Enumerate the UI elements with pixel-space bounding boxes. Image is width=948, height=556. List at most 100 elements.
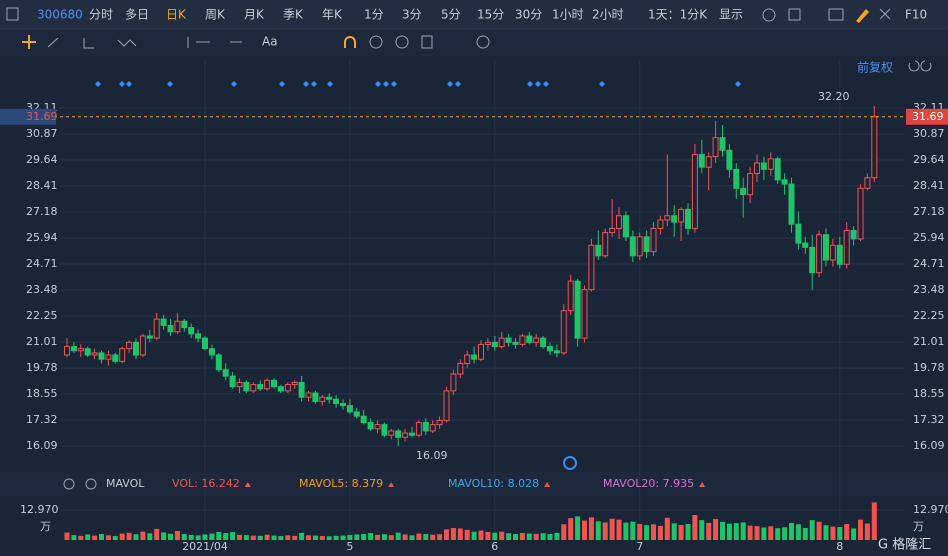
- adjust-mode[interactable]: 前复权: [857, 60, 893, 75]
- candle-body: [664, 215, 671, 221]
- y-tick-label-right: 25.94: [913, 231, 945, 244]
- period-tab[interactable]: 多日: [125, 8, 149, 22]
- volume-bar: [754, 526, 760, 540]
- volume-bar: [568, 518, 574, 540]
- x-tick-label: 8: [836, 540, 843, 553]
- period-tab[interactable]: 1小时: [552, 8, 584, 22]
- indicator-settings[interactable]: [63, 478, 75, 490]
- indicator-name[interactable]: MAVOL: [106, 477, 145, 490]
- volume-bar: [437, 534, 443, 540]
- volume-header: [0, 472, 948, 496]
- period-tab[interactable]: 3分: [402, 8, 422, 22]
- candle-body: [609, 227, 616, 234]
- y-tick-label: 21.01: [26, 335, 58, 348]
- gear-tool[interactable]: [476, 35, 490, 49]
- candle-body: [809, 246, 816, 274]
- y-tick-label-right: 21.01: [913, 335, 945, 348]
- candle-body: [691, 154, 698, 229]
- text-tool[interactable]: Aa: [262, 35, 278, 49]
- magnet-tool[interactable]: [344, 36, 356, 48]
- volume-bar: [740, 522, 746, 540]
- symbol[interactable]: 300680: [37, 8, 83, 22]
- volume-bar: [823, 525, 829, 540]
- logo: G 格隆汇: [878, 537, 931, 553]
- volume-bar: [692, 515, 698, 540]
- volume-bar: [326, 536, 332, 540]
- period-tab[interactable]: 季K: [283, 8, 304, 22]
- period-tab[interactable]: 分时: [89, 8, 113, 22]
- volume-bar: [795, 524, 801, 540]
- volume-bar: [582, 520, 587, 540]
- period-tab[interactable]: 1分: [364, 8, 384, 22]
- candle-body: [491, 341, 498, 348]
- delete-tool[interactable]: [421, 35, 433, 49]
- volume-bar: [181, 533, 187, 540]
- candle-body: [760, 162, 767, 170]
- sidebar-toggle[interactable]: [6, 7, 19, 21]
- period-tab[interactable]: 15分: [477, 8, 504, 22]
- volume-legend: MAVOL20: 7.935: [603, 477, 694, 490]
- volume-bar: [64, 532, 70, 540]
- period-tab[interactable]: 30分: [515, 8, 542, 22]
- volume-bar: [671, 523, 677, 540]
- volume-bar: [312, 535, 318, 540]
- candle-body: [126, 341, 133, 350]
- y-tick-label: 25.94: [26, 231, 58, 244]
- period-tab[interactable]: 日K: [166, 8, 187, 22]
- pen-icon[interactable]: [856, 9, 869, 23]
- candle-body: [222, 369, 229, 377]
- volume-bar: [492, 532, 498, 540]
- settings-icon[interactable]: [762, 8, 776, 22]
- period-tab[interactable]: 年K: [322, 8, 343, 22]
- candle-body: [478, 343, 484, 360]
- y-tick-label-right: 28.41: [913, 179, 945, 192]
- display-menu[interactable]: 显示: [719, 8, 743, 22]
- candle-body: [595, 244, 602, 257]
- volume-bar: [354, 534, 360, 540]
- candle-body: [353, 411, 360, 417]
- volume-bar: [230, 532, 236, 540]
- current-price-box-right: [906, 108, 948, 125]
- volume-bar: [768, 526, 774, 540]
- candle-body: [333, 398, 340, 405]
- volume-bar: [333, 535, 339, 540]
- checkbox[interactable]: [788, 8, 801, 21]
- volume-bar: [299, 532, 305, 540]
- candle-body: [415, 422, 422, 436]
- volume-bar: [575, 516, 581, 540]
- candle-body: [167, 324, 174, 333]
- indicator-close[interactable]: [85, 478, 97, 490]
- hide-tool[interactable]: [395, 35, 409, 49]
- period-tab[interactable]: 月K: [244, 8, 265, 22]
- candle-body: [843, 229, 850, 265]
- fullscreen-icon[interactable]: [879, 8, 891, 20]
- candle-body: [381, 424, 388, 436]
- period-tab[interactable]: 周K: [205, 8, 226, 22]
- volume-bar: [306, 535, 311, 540]
- draw-tools[interactable]: [47, 37, 242, 49]
- f10-button[interactable]: F10: [905, 8, 927, 22]
- candle-body: [271, 379, 277, 388]
- event-icon[interactable]: [563, 456, 577, 470]
- volume-bar: [340, 535, 346, 540]
- lock-tool[interactable]: [369, 35, 383, 49]
- x-tick-label: 7: [636, 540, 643, 553]
- candle-body: [505, 337, 512, 343]
- candle-body: [657, 219, 664, 229]
- undo-redo[interactable]: [908, 60, 932, 72]
- camera-icon[interactable]: [828, 8, 844, 21]
- period-tab[interactable]: 2小时: [592, 8, 624, 22]
- volume-bar: [402, 534, 408, 540]
- volume-bar: [292, 535, 298, 540]
- period-setting[interactable]: 1天：1分K: [648, 8, 708, 22]
- candle-body: [484, 341, 491, 345]
- candle-body: [636, 236, 643, 257]
- candle-body: [616, 215, 622, 229]
- volume-bar: [844, 524, 850, 540]
- volume-bar: [616, 519, 622, 540]
- crosshair-tool[interactable]: [22, 35, 36, 49]
- period-tab[interactable]: 5分: [441, 8, 461, 22]
- volume-bar: [416, 533, 422, 540]
- x-tick-label: 5: [346, 540, 353, 553]
